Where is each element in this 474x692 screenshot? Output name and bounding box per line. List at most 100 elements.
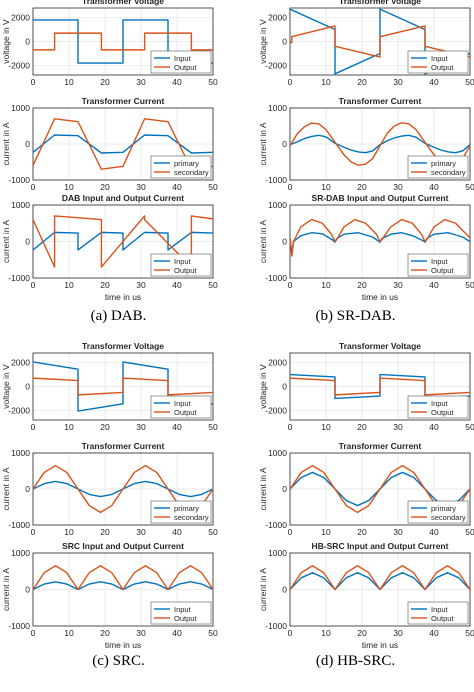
y-tick-label: 0 (282, 484, 287, 494)
y-tick-label: -1000 (265, 520, 287, 530)
series-line-2 (33, 32, 213, 51)
y-tick-label: -1000 (8, 520, 30, 530)
y-axis-label: current in A (1, 122, 11, 165)
x-tick-label: 40 (172, 182, 182, 192)
chart-title: Transformer Current (339, 441, 422, 451)
x-tick-label: 0 (31, 77, 36, 87)
y-tick-label: 0 (282, 585, 287, 595)
x-tick-label: 20 (100, 280, 110, 290)
x-tick-label: 10 (64, 280, 74, 290)
legend-label: Input (431, 605, 449, 614)
legend-label: Input (431, 399, 449, 408)
chart-title: Transformer Current (82, 96, 165, 106)
y-tick-label: -1000 (265, 175, 287, 185)
caption-a: (a) DAB. (90, 308, 147, 324)
y-tick-label: 0 (25, 484, 30, 494)
x-tick-label: 30 (136, 280, 146, 290)
x-tick-label: 50 (208, 280, 218, 290)
y-tick-label: 2000 (11, 358, 30, 368)
y-tick-label: 0 (25, 37, 30, 47)
y-tick-label: 2000 (268, 13, 287, 23)
x-tick-label: 10 (64, 628, 74, 638)
x-tick-label: 40 (172, 77, 182, 87)
x-tick-label: 10 (64, 77, 74, 87)
x-tick-label: 20 (100, 422, 110, 432)
x-tick-label: 40 (429, 527, 439, 537)
x-tick-label: 20 (100, 527, 110, 537)
y-tick-label: 0 (282, 139, 287, 149)
y-axis-label: voltage in V (258, 19, 268, 64)
chart-title: HB-SRC Input and Output Current (312, 541, 449, 551)
series-line-2 (32, 215, 214, 268)
x-tick-label: 10 (64, 182, 74, 192)
x-tick-label: 0 (288, 422, 293, 432)
x-tick-label: 0 (31, 527, 36, 537)
legend-label: Output (174, 614, 197, 623)
x-tick-label: 30 (393, 628, 403, 638)
legend-label: primary (431, 159, 456, 168)
x-tick-label: 40 (429, 628, 439, 638)
y-tick-label: -1000 (8, 621, 30, 631)
x-tick-label: 40 (429, 77, 439, 87)
x-tick-label: 0 (31, 628, 36, 638)
y-tick-label: 0 (25, 585, 30, 595)
chart-title: Transformer Voltage (339, 341, 421, 351)
axes-box (32, 204, 214, 279)
legend-label: secondary (431, 168, 466, 177)
x-tick-label: 20 (357, 422, 367, 432)
y-tick-label: 2000 (11, 13, 30, 23)
x-tick-label: 10 (321, 422, 331, 432)
y-tick-label: 0 (25, 237, 30, 247)
chart-title: DAB Input and Output Current (62, 193, 184, 203)
y-tick-label: 1000 (11, 548, 30, 558)
y-tick-label: 1000 (11, 448, 30, 458)
y-axis-label: current in A (1, 220, 11, 263)
x-tick-label: 50 (208, 77, 218, 87)
y-axis-label: current in A (258, 467, 268, 510)
x-tick-label: 20 (100, 628, 110, 638)
y-tick-label: 0 (282, 37, 287, 47)
legend-label: primary (431, 504, 456, 513)
legend-label: Input (431, 257, 449, 266)
axes-box (32, 107, 214, 181)
series-line-2 (290, 25, 471, 58)
y-tick-label: -1000 (8, 273, 30, 283)
x-tick-label: 10 (321, 182, 331, 192)
x-tick-label: 30 (393, 280, 403, 290)
x-tick-label: 50 (465, 628, 474, 638)
x-tick-label: 0 (288, 280, 293, 290)
y-tick-label: 2000 (268, 358, 287, 368)
x-tick-label: 40 (172, 527, 182, 537)
x-axis-label: time in us (105, 640, 141, 650)
figure-caption-partial (0, 676, 474, 687)
chart-title: Transformer Current (339, 96, 422, 106)
x-tick-label: 10 (321, 280, 331, 290)
y-tick-label: 0 (282, 237, 287, 247)
x-tick-label: 20 (357, 527, 367, 537)
x-tick-label: 30 (136, 77, 146, 87)
x-tick-label: 40 (172, 422, 182, 432)
axes-box (289, 352, 471, 421)
axes-box (32, 352, 214, 421)
legend-label: Input (431, 54, 449, 63)
x-tick-label: 0 (31, 280, 36, 290)
legend-label: Output (431, 408, 454, 417)
x-tick-label: 40 (172, 280, 182, 290)
y-tick-label: 0 (25, 382, 30, 392)
x-tick-label: 50 (208, 628, 218, 638)
chart-title: SRC Input and Output Current (62, 541, 184, 551)
y-tick-label: -2000 (265, 60, 287, 70)
legend-label: primary (174, 159, 199, 168)
x-tick-label: 0 (31, 422, 36, 432)
